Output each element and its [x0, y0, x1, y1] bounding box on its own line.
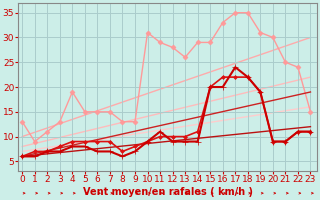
X-axis label: Vent moyen/en rafales ( km/h ): Vent moyen/en rafales ( km/h )	[83, 187, 252, 197]
